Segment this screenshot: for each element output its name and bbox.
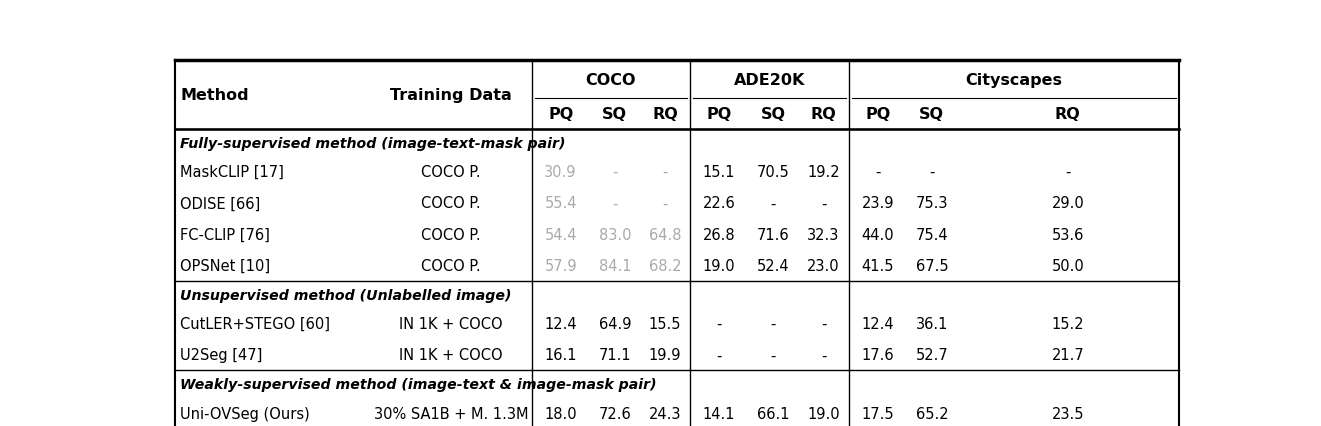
- Text: 15.1: 15.1: [703, 165, 736, 180]
- Text: 44.0: 44.0: [861, 227, 894, 242]
- Text: -: -: [662, 196, 667, 211]
- Text: 75.4: 75.4: [915, 227, 948, 242]
- Text: -: -: [1065, 165, 1070, 180]
- Text: 71.6: 71.6: [757, 227, 790, 242]
- Text: COCO P.: COCO P.: [421, 196, 481, 211]
- Text: PQ: PQ: [865, 107, 890, 122]
- Text: 64.9: 64.9: [598, 317, 631, 331]
- Text: Cityscapes: Cityscapes: [966, 72, 1062, 87]
- Text: 84.1: 84.1: [598, 258, 631, 273]
- Text: SQ: SQ: [602, 107, 627, 122]
- Text: PQ: PQ: [707, 107, 732, 122]
- Text: Method: Method: [181, 88, 250, 103]
- Text: 50.0: 50.0: [1052, 258, 1085, 273]
- Text: ADE20K: ADE20K: [733, 72, 804, 87]
- Text: Weakly-supervised method (image-text & image-mask pair): Weakly-supervised method (image-text & i…: [181, 377, 657, 391]
- Text: 19.0: 19.0: [807, 406, 840, 420]
- Text: -: -: [612, 165, 617, 180]
- Text: 36.1: 36.1: [915, 317, 948, 331]
- Text: COCO P.: COCO P.: [421, 258, 481, 273]
- Text: 53.6: 53.6: [1052, 227, 1085, 242]
- Text: ODISE [66]: ODISE [66]: [181, 196, 260, 211]
- Text: -: -: [662, 165, 667, 180]
- Text: -: -: [716, 348, 721, 363]
- Text: 19.2: 19.2: [807, 165, 840, 180]
- Text: 12.4: 12.4: [544, 317, 577, 331]
- Text: 14.1: 14.1: [703, 406, 736, 420]
- Text: -: -: [929, 165, 934, 180]
- Text: -: -: [820, 317, 826, 331]
- Text: OPSNet [10]: OPSNet [10]: [181, 258, 271, 273]
- Text: 21.7: 21.7: [1052, 348, 1085, 363]
- Text: IN 1K + COCO: IN 1K + COCO: [399, 317, 503, 331]
- Text: 22.6: 22.6: [703, 196, 736, 211]
- Text: 41.5: 41.5: [861, 258, 894, 273]
- Text: Uni-OVSeg (Ours): Uni-OVSeg (Ours): [181, 406, 310, 420]
- Text: 17.6: 17.6: [861, 348, 894, 363]
- Text: RQ: RQ: [1055, 107, 1081, 122]
- Text: 12.4: 12.4: [861, 317, 894, 331]
- Text: 66.1: 66.1: [757, 406, 790, 420]
- Text: 16.1: 16.1: [544, 348, 577, 363]
- Text: -: -: [770, 196, 775, 211]
- Text: 26.8: 26.8: [703, 227, 736, 242]
- Text: 30.9: 30.9: [544, 165, 577, 180]
- Text: COCO P.: COCO P.: [421, 227, 481, 242]
- Text: SQ: SQ: [761, 107, 786, 122]
- Text: COCO: COCO: [585, 72, 635, 87]
- Text: 17.5: 17.5: [861, 406, 894, 420]
- Text: 70.5: 70.5: [757, 165, 790, 180]
- Text: 55.4: 55.4: [544, 196, 577, 211]
- Text: 75.3: 75.3: [915, 196, 948, 211]
- Text: 52.7: 52.7: [915, 348, 948, 363]
- Text: -: -: [716, 317, 721, 331]
- Text: 57.9: 57.9: [544, 258, 577, 273]
- Text: 15.2: 15.2: [1052, 317, 1085, 331]
- Text: 23.9: 23.9: [861, 196, 894, 211]
- Text: RQ: RQ: [653, 107, 678, 122]
- Text: -: -: [820, 348, 826, 363]
- Text: IN 1K + COCO: IN 1K + COCO: [399, 348, 503, 363]
- Text: FC-CLIP [76]: FC-CLIP [76]: [181, 227, 271, 242]
- Text: 23.5: 23.5: [1052, 406, 1085, 420]
- Text: 65.2: 65.2: [915, 406, 948, 420]
- Text: PQ: PQ: [548, 107, 573, 122]
- Text: 19.0: 19.0: [703, 258, 736, 273]
- Text: COCO P.: COCO P.: [421, 165, 481, 180]
- Text: 19.9: 19.9: [649, 348, 682, 363]
- Text: 29.0: 29.0: [1052, 196, 1085, 211]
- Text: SQ: SQ: [919, 107, 945, 122]
- Text: 18.0: 18.0: [544, 406, 577, 420]
- Bar: [176, 397, 1178, 426]
- Text: CutLER+STEGO [60]: CutLER+STEGO [60]: [181, 317, 330, 331]
- Text: Fully-supervised method (image-text-mask pair): Fully-supervised method (image-text-mask…: [181, 136, 565, 150]
- Text: 67.5: 67.5: [915, 258, 948, 273]
- Text: 54.4: 54.4: [544, 227, 577, 242]
- Text: 32.3: 32.3: [807, 227, 840, 242]
- Text: 52.4: 52.4: [757, 258, 790, 273]
- Text: -: -: [875, 165, 880, 180]
- Text: Unsupervised method (Unlabelled image): Unsupervised method (Unlabelled image): [181, 288, 513, 302]
- Text: -: -: [770, 348, 775, 363]
- Text: MaskCLIP [17]: MaskCLIP [17]: [181, 165, 284, 180]
- Text: 71.1: 71.1: [598, 348, 631, 363]
- Text: 24.3: 24.3: [649, 406, 682, 420]
- Text: 64.8: 64.8: [649, 227, 682, 242]
- Text: RQ: RQ: [811, 107, 836, 122]
- Text: 83.0: 83.0: [598, 227, 631, 242]
- Text: -: -: [770, 317, 775, 331]
- Text: U2Seg [47]: U2Seg [47]: [181, 348, 263, 363]
- Text: 68.2: 68.2: [649, 258, 682, 273]
- Text: 30% SA1B + M. 1.3M: 30% SA1B + M. 1.3M: [374, 406, 528, 420]
- Text: -: -: [820, 196, 826, 211]
- Text: -: -: [612, 196, 617, 211]
- Text: 72.6: 72.6: [598, 406, 631, 420]
- Text: 15.5: 15.5: [649, 317, 682, 331]
- Text: 23.0: 23.0: [807, 258, 840, 273]
- Text: Training Data: Training Data: [391, 88, 513, 103]
